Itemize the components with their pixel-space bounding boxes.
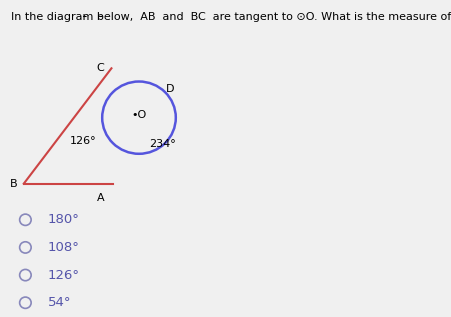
Text: C: C	[97, 63, 105, 73]
Text: 126°: 126°	[48, 268, 80, 281]
Text: B: B	[10, 179, 18, 189]
Text: 54°: 54°	[48, 296, 71, 309]
Text: •O: •O	[131, 109, 146, 120]
Text: 126°: 126°	[69, 136, 97, 146]
Text: D: D	[166, 84, 175, 94]
Text: 180°: 180°	[48, 213, 80, 226]
Text: 108°: 108°	[48, 241, 80, 254]
Text: In the diagram below,  AB  and  BC  are tangent to ⊙O. What is the measure of ∠B: In the diagram below, AB and BC are tang…	[11, 12, 451, 23]
Text: 234°: 234°	[150, 139, 176, 149]
Text: A: A	[97, 193, 104, 203]
